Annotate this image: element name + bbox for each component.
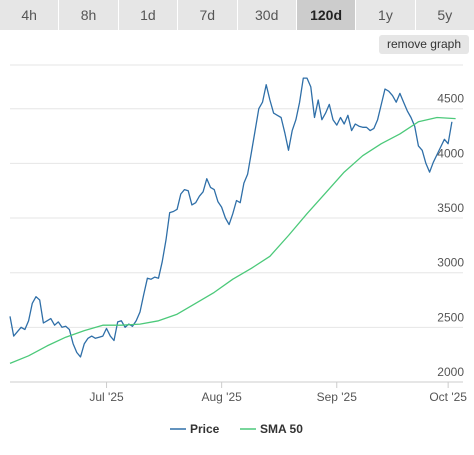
- sma-50-line: [9, 116, 456, 365]
- y-tick-label: 2000: [437, 365, 464, 379]
- x-tick-label: Jul '25: [89, 390, 124, 404]
- tab-1d[interactable]: 1d: [118, 0, 179, 30]
- remove-graph-button[interactable]: remove graph: [378, 35, 469, 54]
- x-axis-ticks: Jul '25 Aug '25 Sep '25 Oct '25: [89, 382, 467, 404]
- tab-1y[interactable]: 1y: [356, 0, 416, 30]
- y-tick-label: 2500: [437, 310, 464, 324]
- tab-120d[interactable]: 120d: [296, 0, 357, 30]
- legend: Price SMA 50: [170, 422, 303, 436]
- timeframe-tabs: 4h 8h 1d 7d 30d 120d 1y 5y: [0, 0, 474, 30]
- x-tick-label: Sep '25: [317, 390, 358, 404]
- tab-8h[interactable]: 8h: [59, 0, 119, 30]
- x-tick-label: Oct '25: [429, 390, 467, 404]
- tab-4h[interactable]: 4h: [0, 0, 60, 30]
- tab-5y[interactable]: 5y: [415, 0, 474, 30]
- y-axis-ticks: 2000 2500 3000 3500 4000 4500: [437, 92, 464, 379]
- tab-30d[interactable]: 30d: [237, 0, 297, 30]
- y-tick-label: 4000: [437, 146, 464, 160]
- series-lines: [9, 77, 456, 365]
- y-tick-label: 4500: [437, 92, 464, 106]
- legend-label-price: Price: [190, 422, 220, 436]
- legend-label-sma-50: SMA 50: [260, 422, 303, 436]
- y-tick-label: 3000: [437, 256, 464, 270]
- grid-lines: [10, 64, 463, 383]
- tab-7d[interactable]: 7d: [178, 0, 238, 30]
- y-tick-label: 3500: [437, 201, 464, 215]
- price-line: [9, 77, 453, 358]
- x-tick-label: Aug '25: [201, 390, 242, 404]
